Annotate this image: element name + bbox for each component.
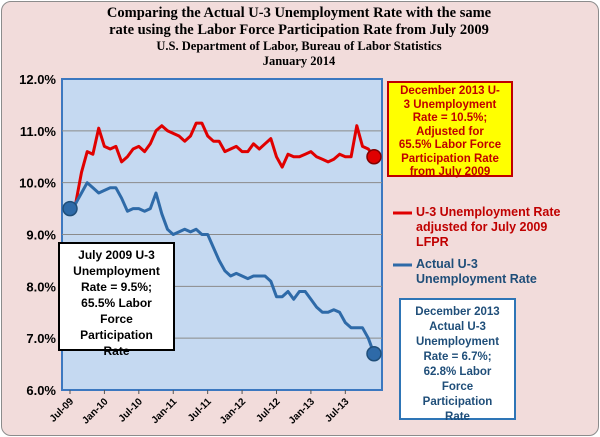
x-tick-label: Jan-12 xyxy=(218,396,248,426)
annotation-jul-2009: July 2009 U-3 Unemployment Rate = 9.5%; … xyxy=(58,242,175,358)
y-tick-label: 9.0% xyxy=(26,228,56,243)
x-tick-label: Jul-10 xyxy=(117,396,146,425)
y-tick-label: 12.0% xyxy=(19,72,56,87)
series-line-adjusted xyxy=(68,121,376,210)
annotation-line: Rate xyxy=(445,411,470,423)
marker-end-actual xyxy=(366,345,382,362)
x-tick-label: Jan-11 xyxy=(150,396,180,426)
marker-start-point xyxy=(62,200,78,217)
y-tick-label: 7.0% xyxy=(26,331,56,346)
annotation-line: 65.5% Labor Force xyxy=(398,139,502,151)
series-line-actual xyxy=(68,181,376,355)
annotation-line: Rate = 6.7%; xyxy=(423,351,492,363)
annotation-dec-actual: December 2013 Actual U-3 Unemployment Ra… xyxy=(399,298,516,423)
annotation-line: 3 Unemployment xyxy=(403,98,497,111)
x-tick-label: Jul-13 xyxy=(323,396,352,425)
legend-line: U-3 Unemployment Rate xyxy=(416,205,561,219)
annotation-line: Participation xyxy=(422,396,493,408)
x-tick-label: Jan-10 xyxy=(80,396,110,426)
x-tick-label: Jul-09 xyxy=(48,396,77,425)
title-line-4: January 2014 xyxy=(262,54,336,68)
annotation-line: Participation Rate xyxy=(401,152,499,165)
annotation-line: Rate xyxy=(103,344,130,358)
annotation-line: December 2013 U- xyxy=(400,85,500,97)
x-tick-label: Jan-13 xyxy=(287,396,317,426)
annotation-line: Force xyxy=(441,381,474,393)
legend-line: Unemployment Rate xyxy=(416,272,537,286)
y-tick-label: 6.0% xyxy=(26,383,56,398)
annotation-line: 65.5% Labor xyxy=(81,296,152,310)
y-tick-label: 11.0% xyxy=(20,124,57,139)
annotation-line: Adjusted for xyxy=(416,125,484,138)
title-line-2: rate using the Labor Force Participation… xyxy=(109,22,489,38)
annotation-line: December 2013 xyxy=(415,306,500,318)
annotation-line: Rate = 9.5%; xyxy=(80,280,153,294)
annotation-line: Force xyxy=(100,312,133,326)
annotation-line: Unemployment xyxy=(73,264,160,278)
legend-line: LFPR xyxy=(416,235,449,249)
x-tick-label: Jul-12 xyxy=(254,396,283,425)
y-tick-label: 10.0% xyxy=(19,176,56,191)
annotation-line: Unemployment xyxy=(415,336,500,348)
legend-red-label: U-3 Unemployment Rate adjusted for July … xyxy=(416,205,560,250)
legend-blue-label: Actual U-3 Unemployment Rate xyxy=(416,257,537,287)
title-line-3: U.S. Department of Labor, Bureau of Labo… xyxy=(156,39,442,53)
chart-title: Comparing the Actual U-3 Unemployment Ra… xyxy=(1,5,597,69)
annotation-line: 62.8% Labor xyxy=(423,366,492,378)
annotation-line: Rate = 10.5%; xyxy=(412,112,488,124)
annotation-line: Participation xyxy=(80,328,153,342)
annotation-line: from July 2009 xyxy=(409,166,491,178)
marker-end-adjusted xyxy=(366,149,382,165)
title-line-1: Comparing the Actual U-3 Unemployment Ra… xyxy=(106,5,492,21)
legend-line: adjusted for July 2009 xyxy=(416,220,548,234)
legend-line: Actual U-3 xyxy=(416,257,478,271)
x-tick-label: Jul-11 xyxy=(186,396,214,424)
y-tick-label: 8.0% xyxy=(26,279,56,294)
annotation-line: Actual U-3 xyxy=(429,321,486,333)
annotation-line: July 2009 U-3 xyxy=(78,248,155,262)
annotation-dec-adjusted: December 2013 U- 3 Unemployment Rate = 1… xyxy=(387,81,513,178)
